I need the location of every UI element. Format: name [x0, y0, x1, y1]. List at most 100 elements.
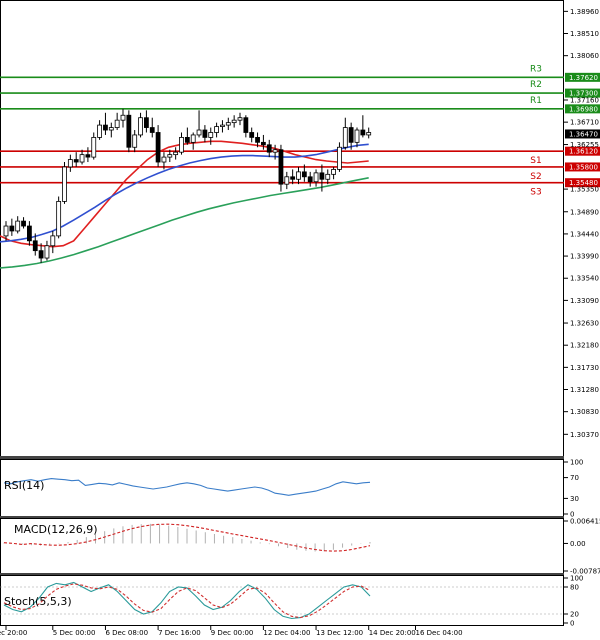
candle	[266, 139, 272, 158]
candle-body	[173, 151, 179, 156]
candle-body	[85, 154, 91, 158]
candle	[26, 221, 32, 246]
candle	[3, 221, 9, 241]
candle	[173, 147, 179, 160]
level-price-tag	[565, 178, 600, 188]
time-tick-label: 9 Dec 00:00	[211, 629, 254, 637]
candle	[38, 243, 44, 263]
price-tick-label: 1.38960	[570, 8, 599, 16]
candle	[56, 196, 62, 239]
stoch-label: Stoch(5,5,3)	[4, 595, 72, 608]
candle-body	[132, 134, 138, 148]
moving-averages-layer	[0, 140, 369, 269]
candle-body	[138, 117, 143, 136]
candle	[161, 152, 167, 170]
time-tick-label: 4 Dec 20:00	[0, 629, 27, 637]
candle	[366, 127, 372, 139]
candle-body	[225, 122, 231, 126]
candle	[103, 112, 108, 135]
candle-body	[149, 127, 155, 133]
candle-body	[44, 245, 50, 259]
candle	[79, 149, 85, 165]
candle-body	[278, 149, 284, 185]
price-tick-label: 1.33990	[570, 253, 599, 261]
price-tick-label: 1.30830	[570, 408, 599, 416]
candle-body	[307, 176, 313, 183]
level-name-s1: S1	[530, 156, 541, 166]
candle-body	[354, 129, 360, 143]
candle	[85, 147, 91, 163]
rsi-tick-label: 0	[570, 511, 574, 519]
price-tick-label: 1.31730	[570, 364, 599, 372]
candle-body	[91, 137, 97, 158]
rsi-tick-label: 100	[570, 459, 583, 467]
candle-body	[237, 117, 243, 121]
level-price-label: 1.36980	[569, 105, 598, 113]
candle-body	[313, 172, 319, 183]
time-tick-label: 12 Dec 04:00	[263, 629, 310, 637]
candle	[290, 169, 296, 185]
candle	[184, 127, 190, 145]
price-tick-label: 1.37160	[570, 96, 599, 104]
candle	[196, 110, 202, 138]
panel-separator	[0, 456, 564, 459]
candle-body	[179, 137, 184, 153]
candle	[208, 127, 214, 145]
price-tick-label: 1.33090	[570, 297, 599, 305]
price-tick-label: 1.33540	[570, 275, 599, 283]
candle-body	[296, 171, 301, 180]
candle	[296, 166, 301, 185]
candle-body	[360, 129, 366, 136]
time-tick-label: 13 Dec 12:00	[316, 629, 363, 637]
candle	[325, 169, 331, 185]
macd-tick-label: 0.00	[570, 540, 586, 548]
candle-body	[290, 176, 296, 180]
candle	[360, 115, 366, 138]
candle	[179, 132, 184, 155]
candle-body	[143, 117, 149, 128]
candle-body	[56, 201, 62, 237]
candle-body	[202, 129, 208, 138]
candle	[331, 166, 337, 180]
stoch-k-line	[3, 581, 371, 620]
candle-body	[331, 169, 337, 175]
candle-body	[342, 127, 348, 148]
candle	[9, 218, 15, 236]
candle-body	[114, 119, 120, 128]
candle-body	[73, 159, 79, 163]
macd-tick-label: -0.007877	[570, 568, 600, 576]
candle-body	[272, 149, 278, 153]
rsi-panel-frame	[0, 459, 564, 517]
time-tick-label: 16 Dec 04:00	[416, 629, 463, 637]
candle-body	[184, 137, 190, 143]
rsi-panel: 100 70 30 0 RSI(14)	[3, 459, 583, 519]
level-price-label: 1.36120	[569, 148, 598, 156]
price-tick-label: 1.38510	[570, 30, 599, 38]
time-tick-label: 14 Dec 20:00	[369, 629, 416, 637]
candles-layer	[3, 108, 372, 263]
level-price-tag	[565, 104, 600, 114]
candle-body	[50, 235, 56, 247]
candle	[313, 169, 319, 187]
candle-body	[337, 146, 342, 170]
candle	[260, 134, 266, 150]
candle	[190, 132, 196, 150]
price-tick-label: 1.36710	[570, 119, 599, 127]
moving-average-line	[0, 140, 369, 248]
candle	[155, 125, 161, 167]
candle-body	[62, 166, 67, 202]
candle-body	[21, 220, 26, 227]
candle-body	[220, 124, 225, 127]
level-name-s3: S3	[530, 188, 541, 198]
candle	[354, 127, 360, 148]
candle	[143, 110, 149, 133]
level-name-r2: R2	[530, 80, 542, 90]
level-price-tag	[565, 162, 600, 172]
candle	[319, 164, 325, 192]
stoch-tick-label: 20	[570, 611, 579, 619]
candle-body	[249, 132, 255, 138]
candle	[50, 230, 56, 254]
candle-body	[167, 154, 173, 158]
candle-body	[103, 124, 108, 131]
